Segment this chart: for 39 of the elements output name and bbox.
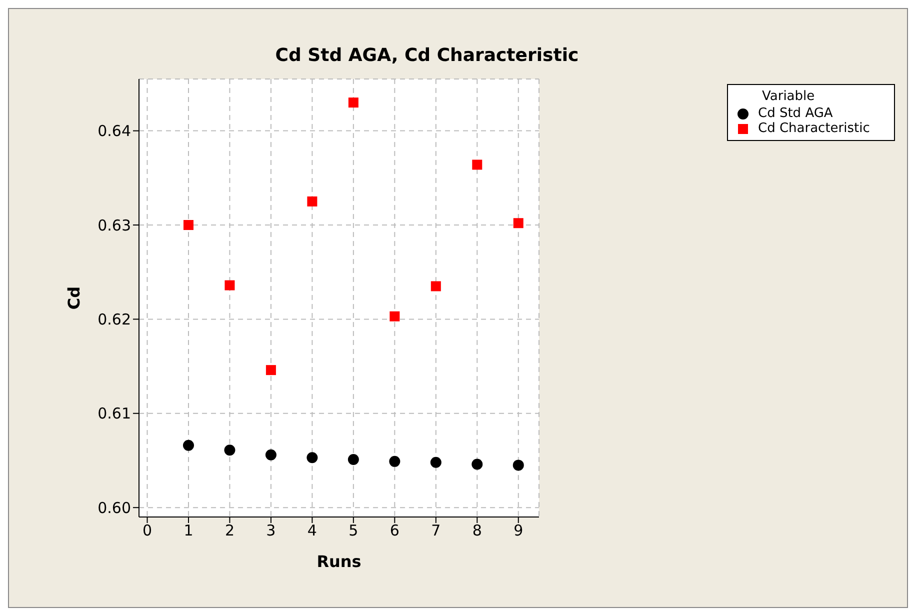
y-axis-title: Cd <box>64 286 84 310</box>
point <box>183 220 194 230</box>
chart-title: Cd Std AGA, Cd Characteristic <box>275 45 579 66</box>
point <box>472 458 483 470</box>
y-tick-label: 0.62 <box>98 310 131 329</box>
point <box>265 449 276 460</box>
y-tick-label: 0.64 <box>98 122 131 140</box>
point <box>472 160 482 170</box>
point <box>348 98 358 108</box>
x-tick-label: 6 <box>390 522 400 540</box>
x-tick-label: 5 <box>348 522 358 540</box>
point <box>348 454 359 466</box>
x-tick-label: 8 <box>472 522 482 540</box>
point <box>306 452 318 464</box>
point <box>390 311 400 322</box>
legend-label: Cd Std AGA <box>758 106 833 121</box>
x-tick-label: 3 <box>266 522 276 540</box>
x-tick-label: 2 <box>224 522 234 540</box>
point <box>512 460 524 471</box>
x-tick-label: 4 <box>307 522 317 540</box>
point <box>307 196 318 206</box>
y-tick-label: 0.60 <box>98 498 131 517</box>
x-axis-title: Runs <box>316 552 362 571</box>
x-tick-label: 1 <box>184 522 194 540</box>
legend-label: Cd Characteristic <box>758 121 870 136</box>
y-tick-label: 0.61 <box>98 404 131 423</box>
y-tick-label: 0.63 <box>98 216 131 234</box>
point <box>224 280 235 290</box>
point <box>224 444 236 456</box>
point <box>430 456 442 468</box>
point <box>513 218 524 228</box>
x-tick-label: 0 <box>142 522 152 540</box>
x-tick-label: 7 <box>431 522 441 540</box>
point <box>430 281 441 292</box>
x-tick-label: 9 <box>514 522 524 540</box>
point <box>389 456 400 467</box>
point <box>182 440 194 451</box>
point <box>266 365 276 376</box>
legend-title: Variable <box>761 89 816 104</box>
